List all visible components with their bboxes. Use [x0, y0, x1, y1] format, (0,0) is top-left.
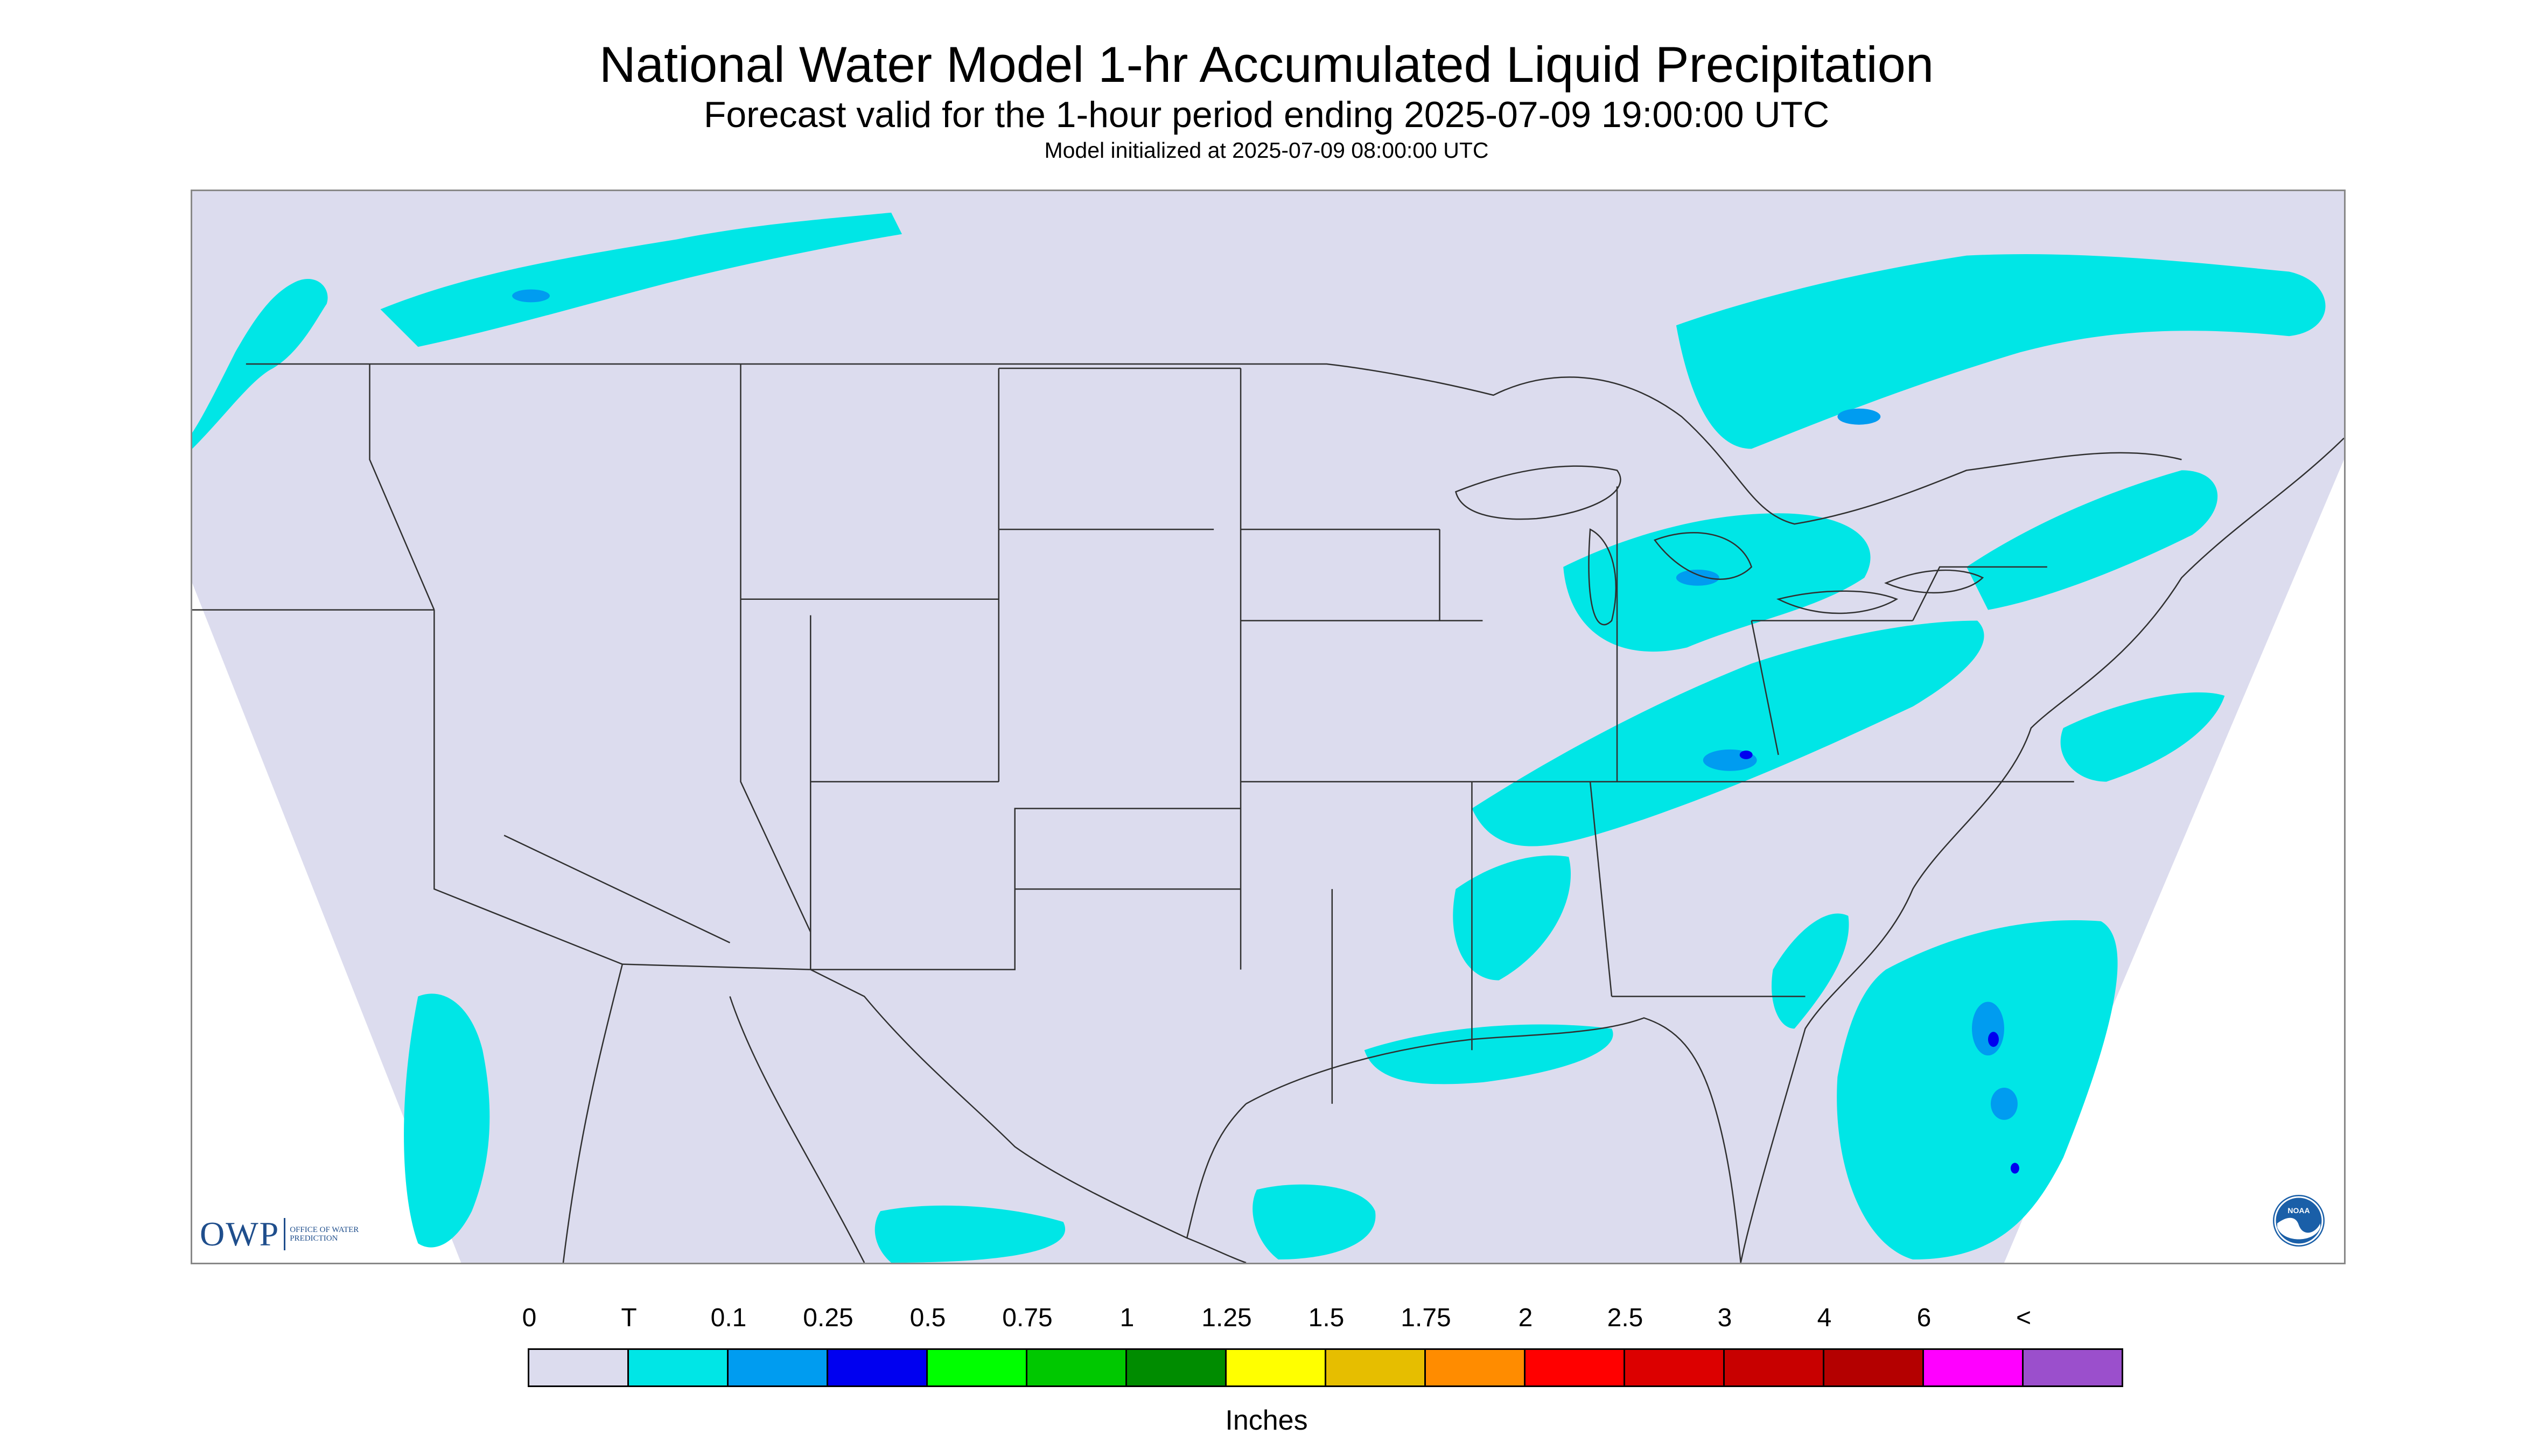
legend-swatch [1725, 1350, 1824, 1385]
legend-labels: 0 T 0.1 0.25 0.5 0.75 1 1.25 1.5 1.75 2 2.5 3 4 6 < [0, 1303, 2533, 1341]
precip-east-atlantic [2060, 692, 2225, 782]
legend-swatch [928, 1350, 1027, 1385]
precip-midsouth [1453, 855, 1571, 981]
legend-tick-label: 2.5 [1607, 1304, 1643, 1332]
legend-swatch [2024, 1350, 2122, 1385]
core-heavy-atlantic-2 [2010, 1163, 2019, 1174]
legend-tick-label: 1.5 [1308, 1304, 1345, 1332]
legend-swatch [1426, 1350, 1526, 1385]
legend-swatch [828, 1350, 928, 1385]
owp-logo: OWP OFFICE OF WATER PREDICTION [200, 1214, 360, 1254]
core-bc [512, 289, 550, 303]
precip-atlantic [1837, 920, 2118, 1260]
precip-moderate-rain-areas [1739, 750, 2019, 1174]
precip-ohio-valley [1472, 620, 1984, 846]
legend-swatch [1824, 1350, 1924, 1385]
legend-tick-label: 1 [1119, 1304, 1135, 1332]
legend-tick-label: 0.5 [909, 1304, 946, 1332]
legend-swatch [1326, 1350, 1426, 1385]
precip-gulf-coast [1364, 1024, 1613, 1084]
core-atlantic [1972, 1002, 2004, 1056]
legend-swatch [1625, 1350, 1725, 1385]
legend-tick-label: 1.25 [1201, 1304, 1252, 1332]
legend-tick-label: < [2016, 1304, 2032, 1332]
owp-logo-divider [284, 1218, 286, 1250]
precip-gulf-south [1252, 1184, 1376, 1260]
model-init-line: Model initialized at 2025-07-09 08:00:00… [1044, 138, 1489, 163]
noaa-logo-text: NOAA [2287, 1206, 2310, 1215]
noaa-seal-icon: NOAA [2273, 1195, 2325, 1247]
core-great-lakes [1676, 569, 1719, 586]
owp-logo-text: OFFICE OF WATER PREDICTION [290, 1226, 359, 1243]
legend-swatch [1027, 1350, 1127, 1385]
legend-tick-label: 3 [1717, 1304, 1732, 1332]
precipitation-map: OWP OFFICE OF WATER PREDICTION NOAA [191, 190, 2346, 1264]
precip-light-rain-areas [512, 289, 2018, 1120]
legend-swatch [1127, 1350, 1227, 1385]
legend-tick-label: 0.1 [710, 1304, 747, 1332]
map-title: National Water Model 1-hr Accumulated Li… [599, 36, 1934, 93]
map-canvas [192, 191, 2344, 1263]
core-atlantic-2 [1990, 1087, 2018, 1120]
legend-tick-label: 0 [522, 1304, 537, 1332]
legend-tick-label: 0.75 [1002, 1304, 1053, 1332]
legend-swatch [1227, 1350, 1326, 1385]
legend-tick-label: 6 [1916, 1304, 1932, 1332]
legend-tick-label: 1.75 [1401, 1304, 1451, 1332]
core-ontario [1837, 408, 1881, 425]
precip-great-lakes [1563, 513, 1871, 652]
legend-swatch [1924, 1350, 2024, 1385]
legend-colorbar [528, 1348, 2123, 1387]
core-heavy-ohio [1739, 750, 1753, 759]
legend-swatch [529, 1350, 629, 1385]
state-boundaries [192, 363, 2344, 1263]
legend-tick-label: 4 [1817, 1304, 1832, 1332]
legend-swatch [1526, 1350, 1625, 1385]
precip-new-england [1967, 470, 2218, 610]
legend-units-label: Inches [1225, 1405, 1308, 1436]
owp-logo-mark: OWP [200, 1215, 280, 1253]
precip-ontario [1676, 254, 2326, 449]
legend-swatch [629, 1350, 729, 1385]
legend-tick-label: T [621, 1304, 637, 1332]
precip-se-coast [1771, 913, 1849, 1029]
precip-trace-areas [192, 212, 2326, 1263]
legend-swatch [729, 1350, 828, 1385]
precip-mexico-south [874, 1205, 1066, 1263]
legend-tick-label: 2 [1518, 1304, 1533, 1332]
map-subtitle: Forecast valid for the 1-hour period end… [703, 94, 1830, 135]
precip-bc-band [380, 212, 902, 347]
core-heavy-atlantic [1988, 1032, 1999, 1047]
precip-west-mexico [404, 993, 490, 1248]
legend-tick-label: 0.25 [803, 1304, 853, 1332]
